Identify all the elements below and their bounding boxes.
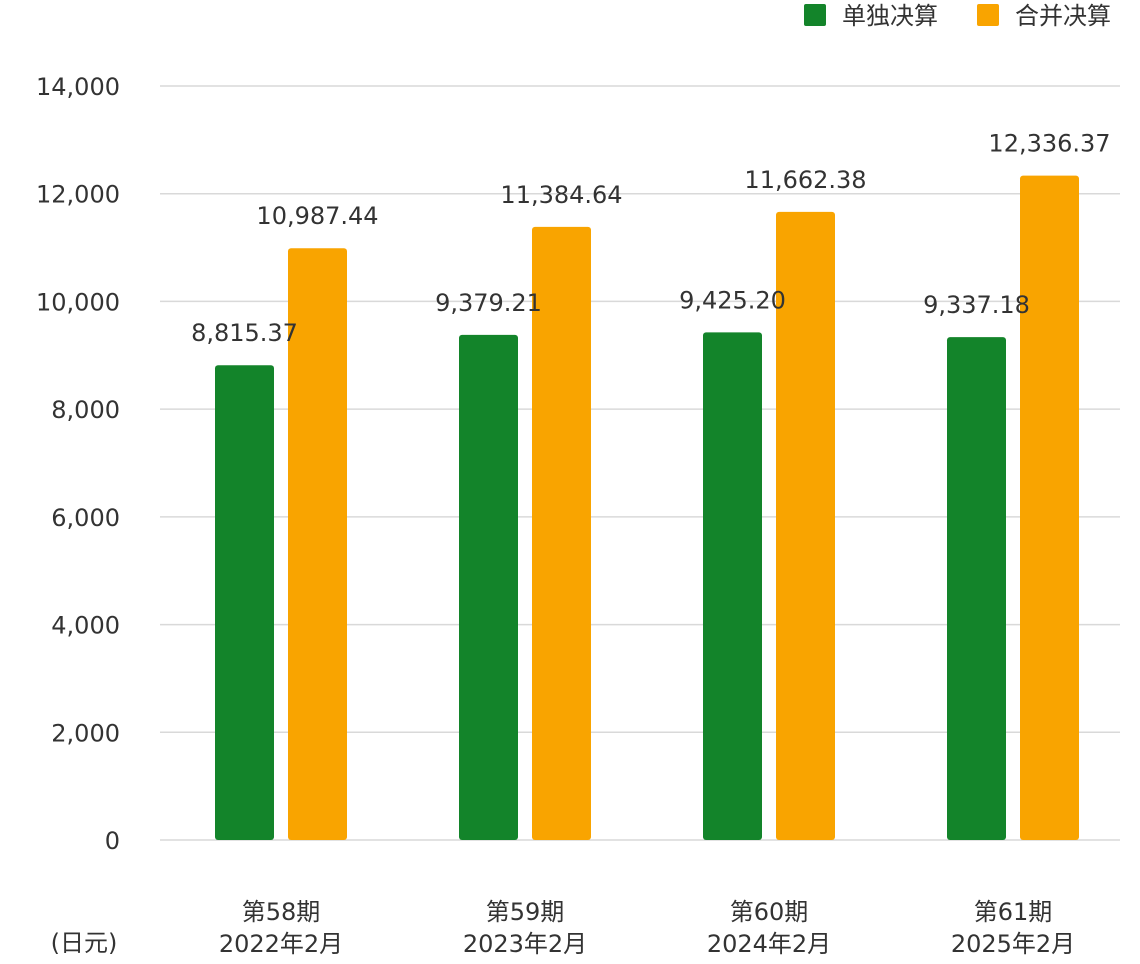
- legend-label: 合并决算: [1015, 2, 1111, 30]
- bar-single: [459, 334, 518, 840]
- x-category-label: 2025年2月: [951, 930, 1075, 958]
- y-tick-label: 0: [105, 827, 120, 855]
- y-tick-label: 14,000: [36, 73, 120, 101]
- y-tick-label: 6,000: [51, 504, 120, 532]
- data-label: 9,379.21: [435, 289, 542, 317]
- x-category-label: 第59期: [486, 898, 565, 926]
- bar-single: [215, 365, 274, 840]
- unit-label: (日元): [51, 929, 118, 957]
- bar-consolidated: [532, 226, 591, 840]
- y-tick-label: 12,000: [36, 181, 120, 209]
- bar-single: [947, 337, 1006, 840]
- data-labels: 8,815.37 9,379.21 9,425.20 9,337.18 10,987.4…: [191, 130, 1111, 348]
- legend-swatch: [977, 4, 999, 26]
- data-label: 11,662.38: [744, 166, 866, 194]
- y-axis-ticks: 0 2,000 4,000 6,000 8,000 10,000 12,000 14,000: [36, 73, 120, 855]
- bars: [215, 175, 1079, 841]
- legend-swatch: [804, 4, 826, 26]
- data-label: 11,384.64: [500, 181, 622, 209]
- legend: 单独决算 合并决算: [804, 2, 1111, 30]
- data-label: 9,337.18: [923, 291, 1030, 319]
- x-axis-categories: 第58期 2022年2月 第59期 2023年2月 第60期 2024年2月 第61期 202…: [219, 898, 1075, 958]
- y-tick-label: 10,000: [36, 288, 120, 316]
- x-category-label: 第58期: [242, 898, 321, 926]
- data-label: 9,425.20: [679, 286, 786, 314]
- x-category-label: 第61期: [974, 898, 1053, 926]
- bar-single: [703, 332, 762, 840]
- y-tick-label: 2,000: [51, 719, 120, 747]
- bar-consolidated: [288, 248, 347, 841]
- data-label: 10,987.44: [256, 202, 378, 230]
- x-category-label: 2023年2月: [463, 930, 587, 958]
- data-label: 12,336.37: [988, 130, 1110, 158]
- bar-consolidated: [1020, 175, 1079, 840]
- y-tick-label: 8,000: [51, 396, 120, 424]
- bar-consolidated: [776, 211, 835, 841]
- x-category-label: 第60期: [730, 898, 809, 926]
- legend-label: 单独决算: [842, 2, 938, 30]
- x-category-label: 2024年2月: [707, 930, 831, 958]
- data-label: 8,815.37: [191, 319, 298, 347]
- y-tick-label: 4,000: [51, 612, 120, 640]
- x-category-label: 2022年2月: [219, 930, 343, 958]
